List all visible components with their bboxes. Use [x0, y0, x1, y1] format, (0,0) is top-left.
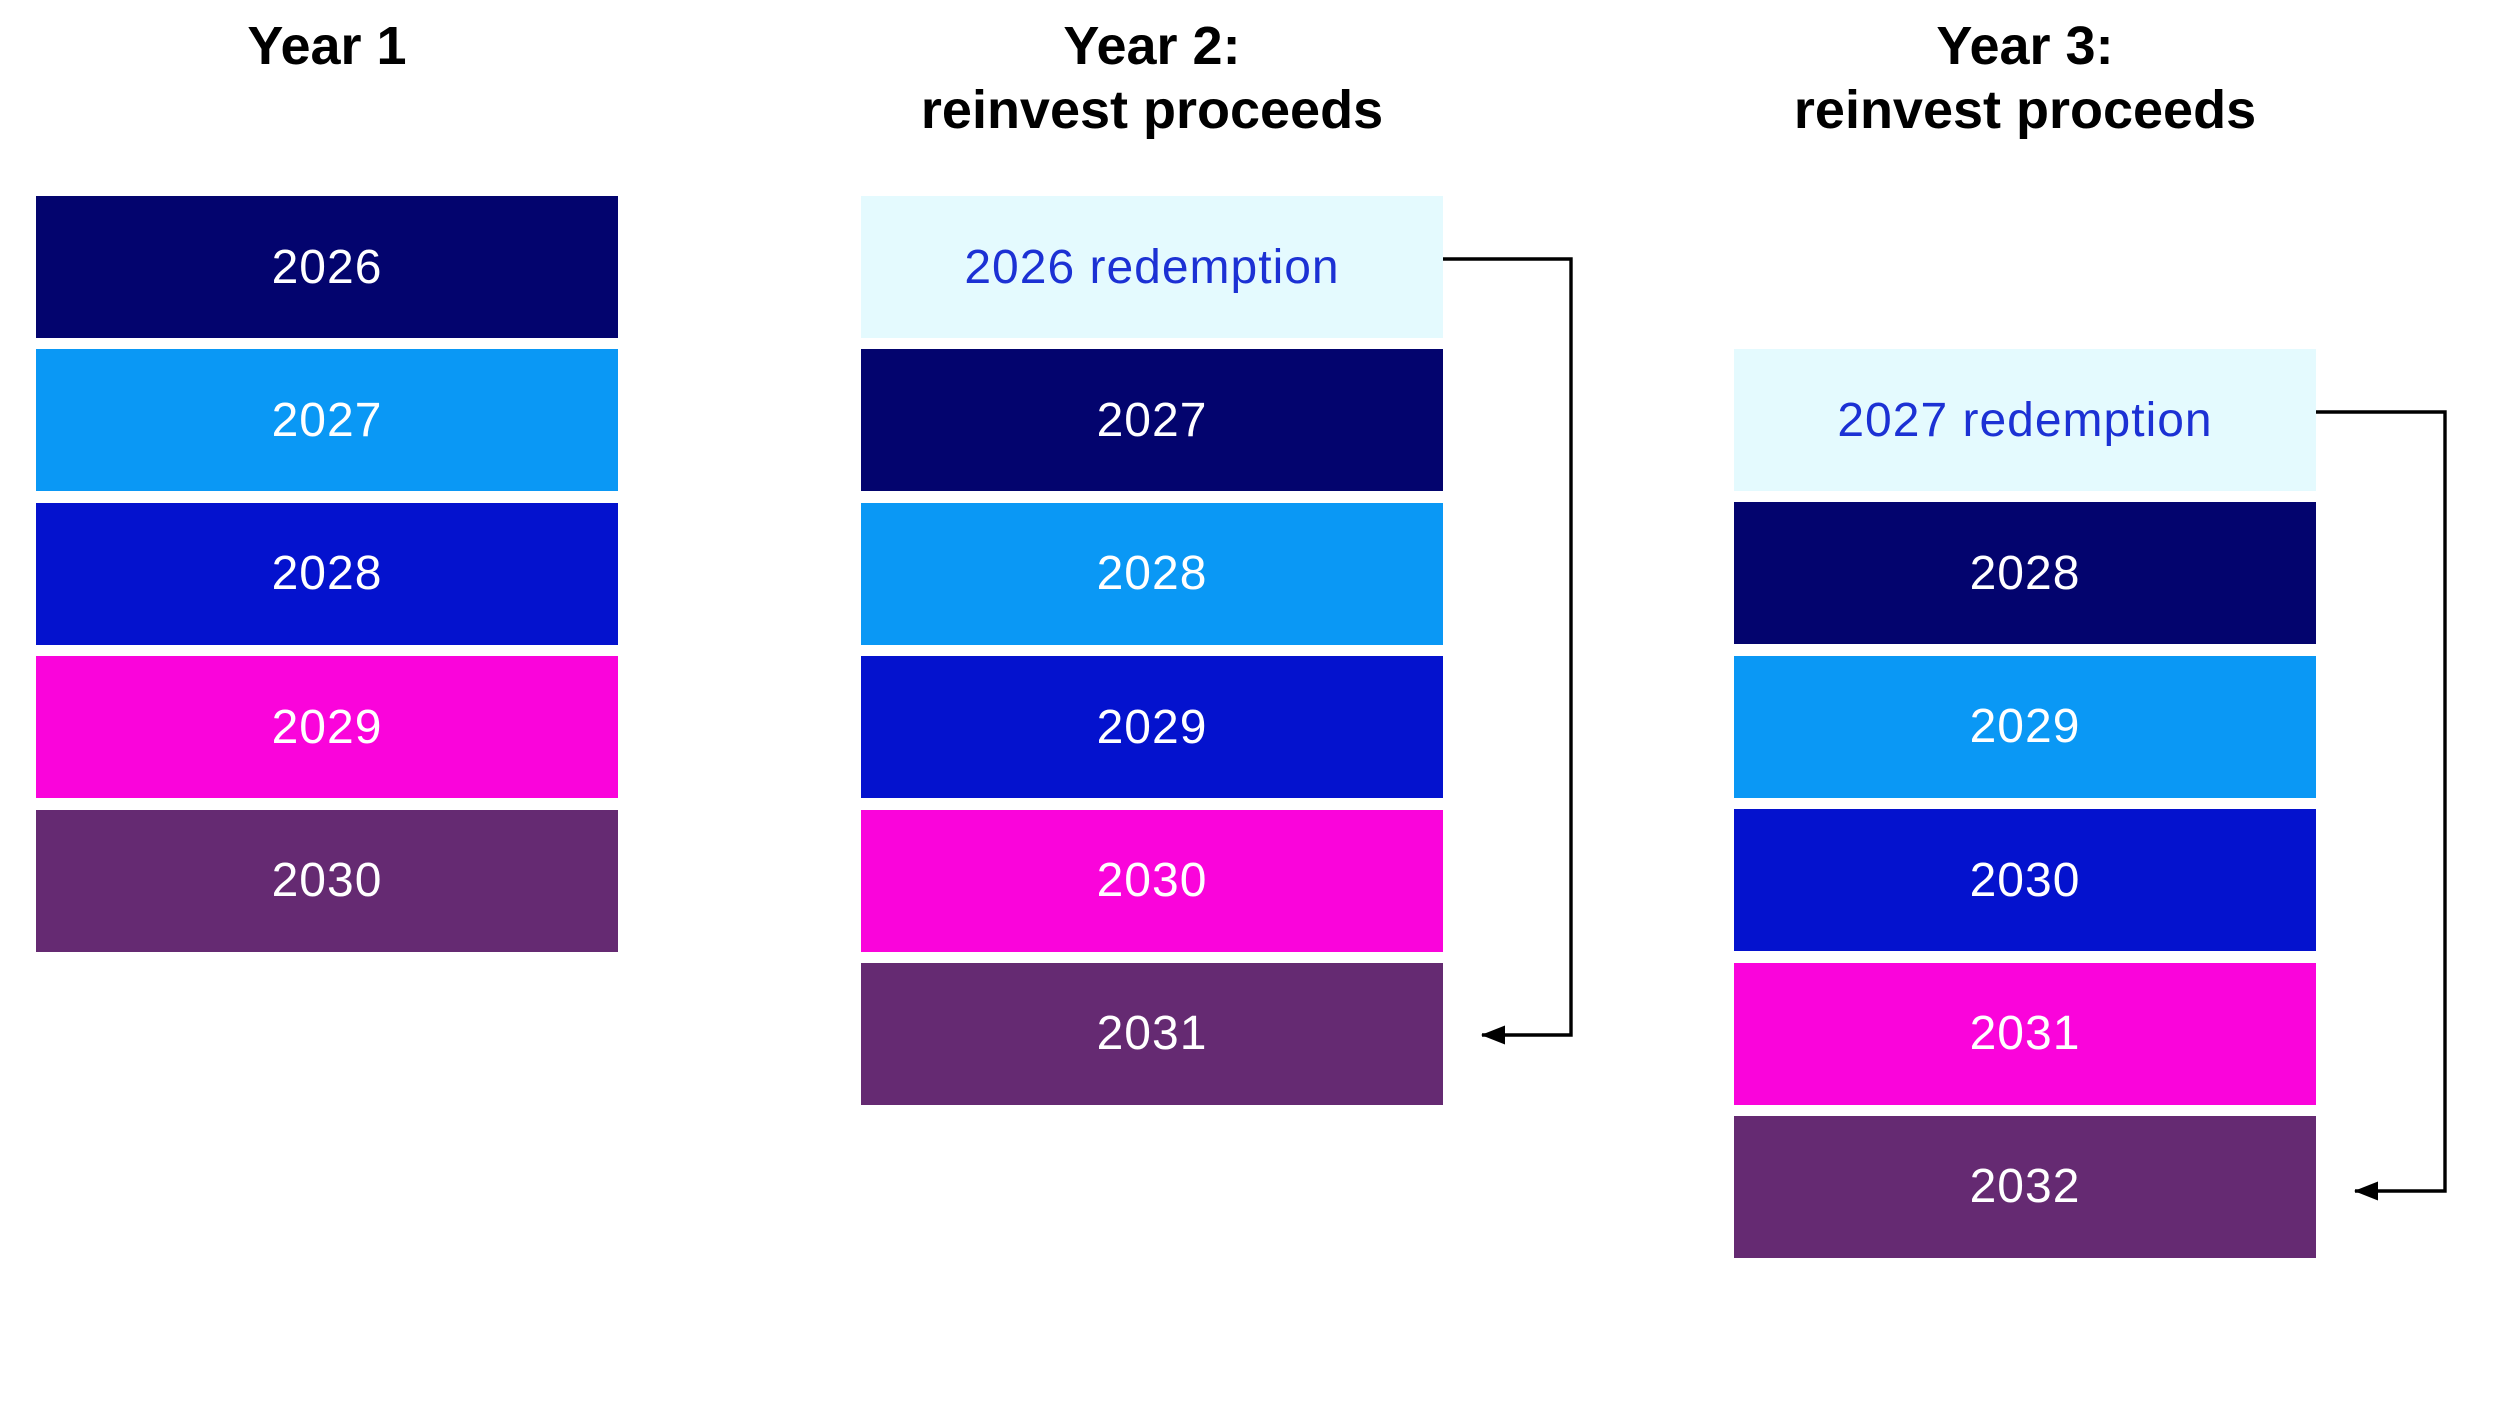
bond-bar-2031: 2031 — [861, 962, 1443, 1105]
bond-bar-2028: 2028 — [36, 502, 618, 645]
arrow-year3-redemption-to-2032 — [2316, 410, 2447, 1201]
bond-bar-2030: 2030 — [1734, 809, 2316, 952]
bond-bar-2028: 2028 — [861, 502, 1443, 645]
column-year-3: 2027 redemption 2028 2029 2030 2031 2032 — [1734, 349, 2316, 1269]
bond-bar-2026: 2026 — [36, 196, 618, 338]
column-year-1: 2026 2027 2028 2029 2030 — [36, 196, 618, 963]
bond-bar-2030: 2030 — [861, 809, 1443, 952]
title-line-1: Year 2: — [1063, 16, 1241, 76]
arrow-year2-redemption-to-2031 — [1443, 257, 1573, 1045]
title-line-1: Year 3: — [1936, 16, 2114, 76]
title-line-2: reinvest proceeds — [920, 80, 1384, 140]
redemption-box-2027: 2027 redemption — [1734, 349, 2316, 491]
column-title-year-2: Year 2: reinvest proceeds — [921, 14, 1383, 142]
column-year-2: 2026 redemption 2027 2028 2029 2030 2031 — [861, 196, 1443, 1116]
column-title-year-3: Year 3: reinvest proceeds — [1794, 14, 2256, 142]
bond-bar-2027: 2027 — [36, 349, 618, 492]
bond-bar-2029: 2029 — [861, 656, 1443, 799]
bond-bar-2029: 2029 — [36, 656, 618, 799]
redemption-box-2026: 2026 redemption — [861, 196, 1443, 338]
bond-bar-2032: 2032 — [1734, 1115, 2316, 1258]
column-title-year-1: Year 1 — [247, 14, 406, 78]
bond-bar-2031: 2031 — [1734, 962, 2316, 1105]
title-line-2: reinvest proceeds — [1793, 80, 2257, 140]
bond-bar-2028: 2028 — [1734, 502, 2316, 645]
bond-bar-2030: 2030 — [36, 809, 618, 952]
bond-bar-2027: 2027 — [861, 349, 1443, 492]
title-line-1: Year 1 — [247, 16, 407, 76]
bond-bar-2029: 2029 — [1734, 655, 2316, 798]
